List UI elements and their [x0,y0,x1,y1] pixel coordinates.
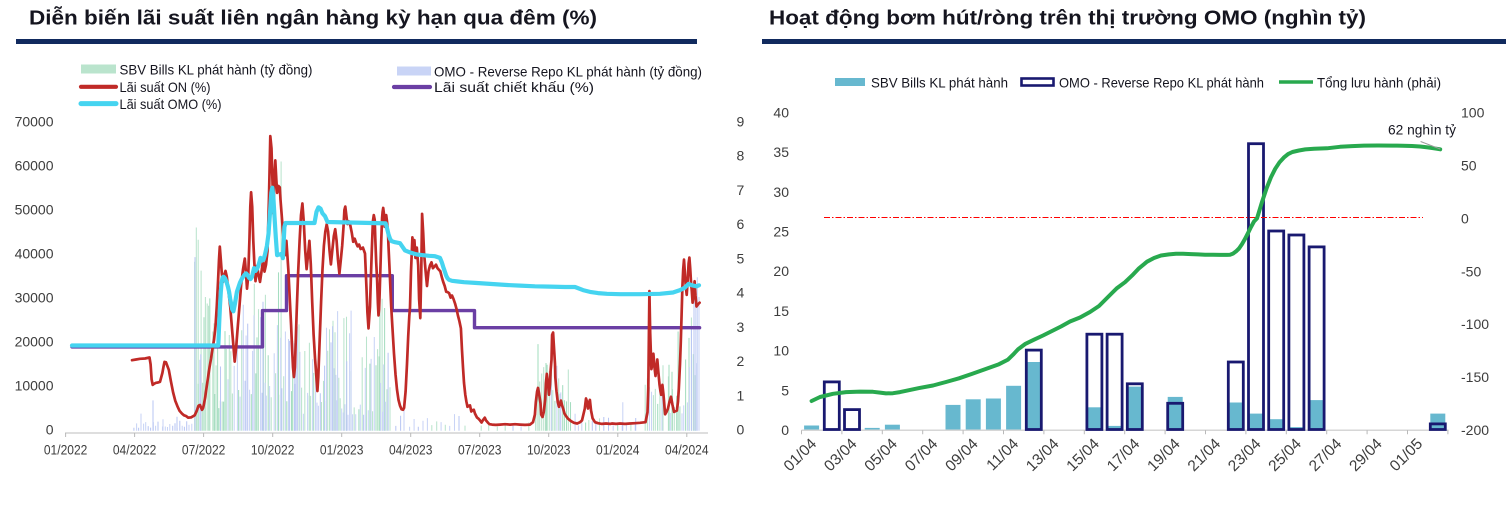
svg-text:0: 0 [1461,210,1469,226]
svg-text:70000: 70000 [15,114,54,130]
svg-text:Lãi suất OMO (%): Lãi suất OMO (%) [120,96,222,112]
svg-text:4: 4 [737,285,745,301]
svg-text:OMO - Reverse Repo KL phát hàn: OMO - Reverse Repo KL phát hành (tỷ đồng… [434,64,702,80]
svg-text:10/2022: 10/2022 [251,442,295,458]
svg-text:SBV Bills KL phát hành (tỷ đồn: SBV Bills KL phát hành (tỷ đồng) [120,62,313,78]
svg-text:01/2024: 01/2024 [596,442,640,458]
svg-text:8: 8 [737,148,745,164]
svg-text:15: 15 [773,303,789,319]
svg-text:0: 0 [781,422,789,438]
svg-text:01/2023: 01/2023 [320,442,364,458]
svg-text:25: 25 [773,224,789,240]
svg-text:OMO - Reverse Repo KL phát hàn: OMO - Reverse Repo KL phát hành [1059,75,1264,91]
svg-text:Lãi suất ON (%): Lãi suất ON (%) [120,79,211,95]
svg-text:7: 7 [737,182,745,198]
svg-text:60000: 60000 [15,158,54,174]
svg-text:10000: 10000 [15,378,54,394]
svg-text:Diễn biến lãi suất liên ngân h: Diễn biến lãi suất liên ngân hàng kỳ hạn… [29,6,597,30]
svg-text:0: 0 [737,422,745,438]
svg-text:100: 100 [1461,105,1485,121]
svg-text:30000: 30000 [15,290,54,306]
svg-text:35: 35 [773,144,789,160]
svg-text:20: 20 [773,263,789,279]
svg-text:Lãi suất chiết khấu (%): Lãi suất chiết khấu (%) [434,79,594,95]
svg-text:04/2024: 04/2024 [665,442,709,458]
svg-text:2: 2 [737,353,745,369]
svg-text:5: 5 [737,250,745,266]
svg-text:5: 5 [781,382,789,398]
svg-text:-50: -50 [1461,263,1481,279]
svg-text:01/2022: 01/2022 [44,442,88,458]
svg-text:9: 9 [737,114,745,130]
svg-text:10/2023: 10/2023 [527,442,571,458]
svg-text:40: 40 [773,104,789,120]
svg-text:Tổng lưu hành (phải): Tổng lưu hành (phải) [1317,75,1441,91]
svg-text:0: 0 [46,422,54,438]
svg-text:07/2023: 07/2023 [458,442,502,458]
svg-text:40000: 40000 [15,246,54,262]
svg-text:6: 6 [737,216,745,232]
svg-text:Hoạt động bơm hút/ròng trên th: Hoạt động bơm hút/ròng trên thị trường O… [769,8,1366,30]
svg-text:62 nghìn tỷ: 62 nghìn tỷ [1388,122,1456,138]
svg-text:20000: 20000 [15,334,54,350]
svg-text:07/2022: 07/2022 [182,442,226,458]
svg-text:3: 3 [737,319,745,335]
svg-text:10: 10 [773,343,789,359]
svg-text:SBV Bills KL phát hành: SBV Bills KL phát hành [871,75,1008,91]
svg-text:04/2022: 04/2022 [113,442,157,458]
svg-text:50: 50 [1461,157,1477,173]
svg-text:1: 1 [737,387,745,403]
svg-text:-100: -100 [1461,316,1489,332]
svg-text:-150: -150 [1461,369,1489,385]
svg-text:04/2023: 04/2023 [389,442,433,458]
svg-text:-200: -200 [1461,422,1489,438]
svg-text:30: 30 [773,184,789,200]
svg-text:50000: 50000 [15,202,54,218]
